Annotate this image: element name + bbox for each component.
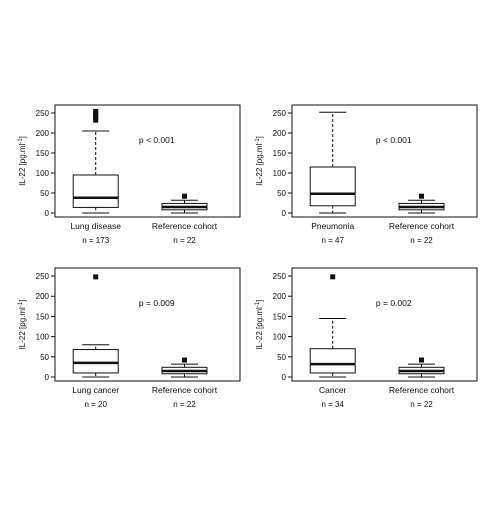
y-tick-label: 200 <box>36 129 50 138</box>
y-axis-label-sup: -1 <box>255 301 261 307</box>
n-label: n = 34 <box>321 400 344 409</box>
y-axis-label-close: ] <box>255 300 264 302</box>
category-label: Cancer <box>319 385 347 395</box>
y-tick-label: 50 <box>277 353 286 362</box>
outlier-point <box>419 357 424 363</box>
y-axis-label-sup: -1 <box>255 138 261 144</box>
box-2 <box>398 193 445 214</box>
box-2 <box>161 193 208 214</box>
y-axis-label: IL-22 [pg.ml-1] <box>18 300 27 350</box>
plot-frame <box>291 104 478 218</box>
y-axis-label-close: ] <box>18 136 27 138</box>
box-2 <box>398 357 445 378</box>
box-1 <box>309 111 356 214</box>
n-label: n = 173 <box>82 236 109 245</box>
y-axis-label-close: ] <box>255 136 264 138</box>
iqr-box <box>309 348 356 374</box>
n-label: n = 20 <box>84 400 107 409</box>
iqr-box <box>72 349 119 374</box>
y-tick-label: 0 <box>45 209 50 218</box>
y-tick-label: 200 <box>273 292 287 301</box>
n-label: n = 22 <box>173 400 196 409</box>
y-axis-label-text: IL-22 [pg.ml <box>255 143 264 185</box>
box-1 <box>309 274 356 378</box>
y-axis-label-close: ] <box>18 300 27 302</box>
panel-3: 0 50 100 150 200 250 IL-22 [pg.ml-1] p = 0.009 L… <box>18 267 241 409</box>
n-label: n = 22 <box>173 236 196 245</box>
y-axis-label-text: IL-22 [pg.ml <box>18 143 27 185</box>
y-tick-label: 150 <box>273 312 287 321</box>
category-label: Reference cohort <box>152 385 218 395</box>
category-label: Reference cohort <box>152 221 218 231</box>
category-label: Reference cohort <box>389 385 455 395</box>
y-tick-label: 0 <box>45 373 50 382</box>
p-value-annotation: p < 0.001 <box>139 135 175 145</box>
y-tick-label: 250 <box>36 272 50 281</box>
y-axis-label-sup: -1 <box>18 138 24 144</box>
p-value-annotation: p = 0.009 <box>139 298 175 308</box>
iqr-box <box>309 166 356 207</box>
plot-frame <box>54 267 241 382</box>
y-tick-label: 50 <box>40 189 49 198</box>
box-1 <box>72 274 119 378</box>
plot-frame <box>291 267 478 382</box>
y-tick-label: 0 <box>282 209 287 218</box>
y-tick-label: 250 <box>36 109 50 118</box>
panel-2: 0 50 100 150 200 250 IL-22 [pg.ml-1] p < 0.001 P… <box>255 104 478 245</box>
outlier-point <box>330 274 336 280</box>
y-tick-label: 100 <box>273 333 287 342</box>
box-2 <box>161 357 208 378</box>
category-label: Reference cohort <box>389 221 455 231</box>
n-label: n = 22 <box>410 400 433 409</box>
y-tick-label: 250 <box>273 272 287 281</box>
y-axis-label-text: IL-22 [pg.ml <box>18 307 27 349</box>
y-tick-label: 100 <box>273 169 287 178</box>
p-value-annotation: p < 0.001 <box>376 135 412 145</box>
outlier-point <box>182 357 187 363</box>
y-tick-label: 200 <box>36 292 50 301</box>
panel-4: 0 50 100 150 200 250 IL-22 [pg.ml-1] p = 0.002 C… <box>255 267 478 409</box>
y-tick-label: 150 <box>273 149 287 158</box>
y-tick-label: 200 <box>273 129 287 138</box>
iqr-box <box>72 174 119 208</box>
y-tick-label: 100 <box>36 333 50 342</box>
outlier-point <box>93 108 99 114</box>
category-label: Lung disease <box>70 221 121 231</box>
n-label: n = 22 <box>410 236 433 245</box>
y-tick-label: 50 <box>40 353 49 362</box>
y-axis-label: IL-22 [pg.ml-1] <box>18 136 27 186</box>
y-axis-label-text: IL-22 [pg.ml <box>255 307 264 349</box>
panel-1: 0 50 100 150 200 250 IL-22 [pg.ml-1] p < 0.001 L… <box>18 104 241 245</box>
p-value-annotation: p = 0.002 <box>376 298 412 308</box>
y-tick-label: 250 <box>273 109 287 118</box>
n-label: n = 47 <box>321 236 344 245</box>
outlier-point <box>93 274 99 280</box>
y-axis-label: IL-22 [pg.ml-1] <box>255 300 264 350</box>
outlier-point <box>419 193 424 199</box>
y-tick-label: 150 <box>36 312 50 321</box>
y-tick-label: 100 <box>36 169 50 178</box>
y-tick-label: 0 <box>282 373 287 382</box>
category-label: Pneumonia <box>311 221 354 231</box>
y-tick-label: 150 <box>36 149 50 158</box>
category-label: Lung cancer <box>72 385 119 395</box>
plot-frame <box>54 104 241 218</box>
y-axis-label: IL-22 [pg.ml-1] <box>255 136 264 186</box>
outlier-point <box>182 193 187 199</box>
y-axis-label-sup: -1 <box>18 301 24 307</box>
box-1 <box>72 108 119 214</box>
y-tick-label: 50 <box>277 189 286 198</box>
